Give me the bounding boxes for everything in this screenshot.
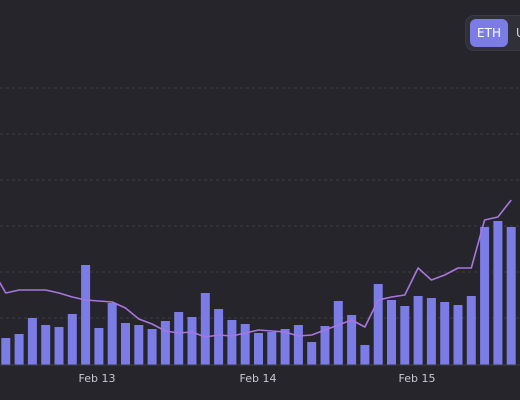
bar-36 xyxy=(466,296,476,365)
bar-12 xyxy=(147,329,157,365)
bar-18 xyxy=(227,320,237,365)
line-path xyxy=(0,199,512,338)
bar-27 xyxy=(347,315,357,365)
bar-34 xyxy=(440,302,450,365)
bar-13 xyxy=(160,321,170,365)
bar-8 xyxy=(94,328,104,365)
bar-39 xyxy=(506,227,516,365)
bar-5 xyxy=(54,327,64,365)
bar-series xyxy=(1,221,516,365)
bar-38 xyxy=(493,221,503,365)
bar-4 xyxy=(41,325,51,365)
bar-9 xyxy=(107,303,117,365)
bar-1 xyxy=(1,338,11,365)
bar-35 xyxy=(453,305,463,365)
bar-10 xyxy=(121,323,130,365)
bar-30 xyxy=(387,300,396,365)
x-tick-feb-14: Feb 14 xyxy=(240,372,277,385)
bar-37 xyxy=(480,227,490,365)
bar-25 xyxy=(320,326,330,365)
bar-16 xyxy=(200,293,210,365)
bar-6 xyxy=(67,314,77,365)
bar-26 xyxy=(333,301,343,365)
usd-toggle-button[interactable]: U xyxy=(510,19,520,47)
bar-31 xyxy=(400,306,410,365)
bar-29 xyxy=(373,284,383,365)
bar-3 xyxy=(27,318,37,365)
bar-15 xyxy=(187,317,197,365)
bar-21 xyxy=(267,332,277,365)
x-tick-feb-13: Feb 13 xyxy=(79,372,116,385)
bar-33 xyxy=(426,298,436,365)
bar-32 xyxy=(413,296,423,365)
bar-23 xyxy=(293,325,303,365)
currency-toggle: ETH U xyxy=(465,15,520,51)
bar-20 xyxy=(254,333,263,365)
bar-24 xyxy=(307,342,317,365)
bar-22 xyxy=(280,329,290,365)
bar-19 xyxy=(240,324,250,365)
bar-17 xyxy=(214,309,224,365)
bar-28 xyxy=(360,345,370,365)
eth-toggle-button[interactable]: ETH xyxy=(470,19,508,47)
bar-11 xyxy=(134,325,144,365)
line-series xyxy=(0,199,512,338)
bar-7 xyxy=(81,265,91,365)
x-tick-feb-15: Feb 15 xyxy=(399,372,436,385)
bar-2 xyxy=(14,334,24,365)
gridlines xyxy=(0,87,520,319)
bar-14 xyxy=(174,312,184,365)
